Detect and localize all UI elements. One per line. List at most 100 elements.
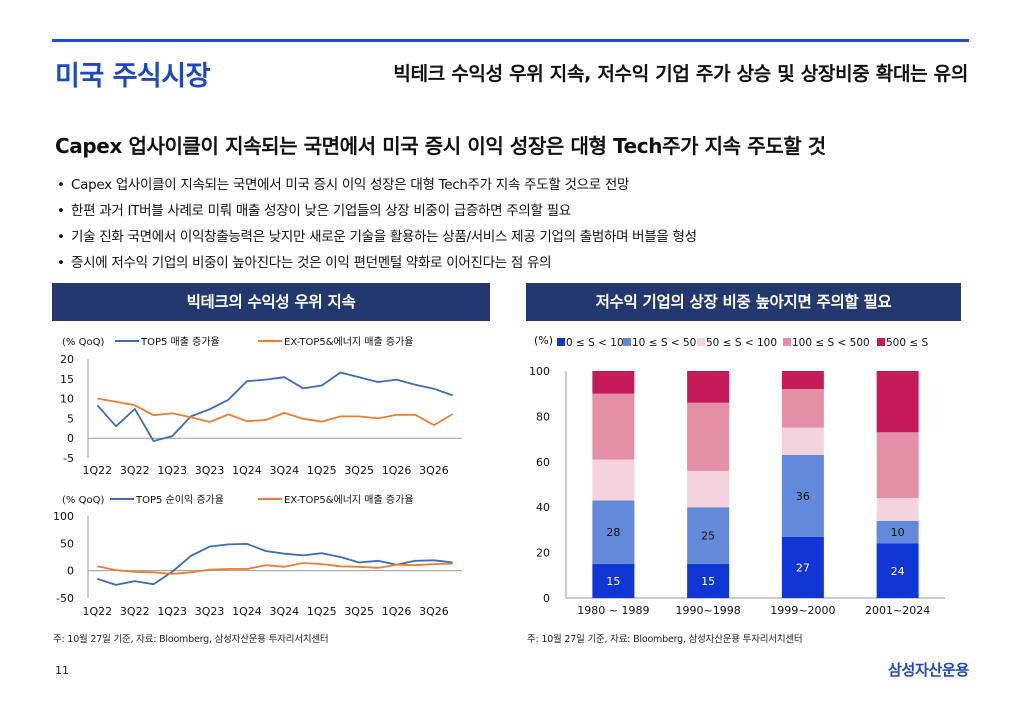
unit-label: (% QoQ)	[62, 337, 104, 348]
y-tick-label: 15	[60, 373, 74, 386]
data-label: 28	[606, 526, 620, 539]
bar-segment	[781, 371, 824, 390]
bar-segment	[687, 563, 730, 598]
x-tick-label: 1Q26	[382, 605, 412, 618]
x-tick-label: 1Q24	[232, 605, 262, 618]
x-tick-label: 1Q23	[157, 605, 187, 618]
unit-label: (% QoQ)	[62, 495, 104, 506]
y-tick-label: 10	[60, 393, 74, 406]
x-tick-label: 1Q22	[83, 605, 113, 618]
y-tick-label: 80	[536, 410, 550, 423]
legend-label: TOP5 매출 증가율	[140, 336, 220, 348]
y-tick-label: 0	[67, 432, 74, 445]
data-label: 36	[796, 490, 810, 503]
unit-label: (%)	[534, 334, 553, 347]
page-title: 미국 주식시장	[55, 61, 210, 92]
y-tick-label: 20	[536, 547, 550, 560]
y-tick-label: -50	[56, 592, 74, 605]
left-panel-title: 빅테크의 수익성 우위 지속	[52, 283, 490, 321]
bar-segment	[687, 507, 730, 564]
bar-segment	[781, 389, 824, 428]
right-source-note: 주: 10월 27일 기준, 자료: Bloomberg, 삼성자산운용 투자리…	[527, 634, 803, 645]
x-tick-label: 1Q22	[83, 464, 113, 477]
bar-segment	[876, 520, 919, 544]
x-tick-label: 3Q24	[270, 464, 300, 477]
bullet-item: • 기술 진화 국면에서 이익창출능력은 낮지만 새로운 기술을 활용하는 상품/…	[57, 229, 697, 245]
legend-label: 0 ≤ S < 10	[566, 337, 624, 349]
bar-segment	[876, 432, 919, 499]
data-label: 10	[891, 526, 905, 539]
series-line	[96, 371, 453, 442]
x-tick-label: 1990~1998	[676, 604, 741, 617]
y-tick-label: 0	[67, 565, 74, 578]
bar-segment	[876, 543, 919, 598]
x-tick-label: 3Q22	[120, 605, 150, 618]
legend-label: 500 ≤ S	[886, 337, 929, 349]
data-label: 24	[891, 565, 905, 578]
left-source-note: 주: 10월 27일 기준, 자료: Bloomberg, 삼성자산운용 투자리…	[53, 634, 329, 645]
bar-segment	[781, 536, 824, 598]
y-tick-label: 40	[536, 501, 550, 514]
x-tick-label: 3Q22	[120, 464, 150, 477]
bar-segment	[876, 498, 919, 521]
legend-label: 100 ≤ S < 500	[792, 337, 870, 349]
bar-segment	[687, 371, 730, 403]
y-tick-label: 50	[60, 537, 74, 550]
x-tick-label: 3Q25	[344, 605, 374, 618]
series-line	[97, 543, 453, 586]
legend-swatch	[697, 338, 705, 346]
y-tick-label: 100	[529, 365, 550, 378]
legend-label: EX-TOP5&에너지 매출 증가율	[284, 494, 414, 506]
data-label: 15	[606, 575, 620, 588]
header-rule	[52, 39, 969, 42]
bar-segment	[876, 371, 919, 433]
legend-label: 10 ≤ S < 50	[632, 337, 696, 349]
data-label: 25	[701, 530, 715, 543]
x-tick-label: 3Q26	[419, 605, 449, 618]
x-tick-label: 1Q23	[157, 464, 187, 477]
revenue-growth-line-chart: (% QoQ) 20 15 10 5 0 -5 1Q22 3Q22 1Q23 3Q23 1Q24 3Q2…	[60, 336, 462, 477]
x-tick-label: 3Q24	[270, 605, 300, 618]
bullet-list: • Capex 업사이클이 지속되는 국면에서 미국 증시 이익 성장은 대형 T…	[57, 172, 697, 276]
listing-share-stacked-bar-chart: (%) 0 ≤ S < 10 10 ≤ S < 50 50 ≤ S < 100 100 …	[529, 334, 945, 617]
x-tick-label: 3Q25	[344, 464, 374, 477]
legend-swatch	[783, 338, 791, 346]
legend-label: 50 ≤ S < 100	[706, 337, 777, 349]
y-tick-label: 60	[536, 456, 550, 469]
headline: Capex 업사이클이 지속되는 국면에서 미국 증시 이익 성장은 대형 Te…	[55, 134, 826, 158]
legend-swatch	[557, 338, 565, 346]
legend-label: TOP5 순이익 증가율	[135, 494, 224, 506]
right-panel-title: 저수익 기업의 상장 비중 높아지면 주의할 필요	[526, 283, 961, 321]
x-tick-label: 1980 ~ 1989	[577, 604, 649, 617]
bar-segment	[592, 563, 635, 598]
y-tick-label: 100	[53, 510, 74, 523]
bar-segment	[781, 454, 824, 537]
x-tick-label: 3Q23	[195, 605, 225, 618]
data-label: 15	[701, 575, 715, 588]
bar-segment	[592, 459, 635, 501]
x-tick-label: 1Q25	[307, 605, 337, 618]
bullet-item: • 한편 과거 IT버블 사례로 미뤄 매출 성장이 낮은 기업들의 상장 비중이…	[57, 203, 571, 219]
bar-segment	[687, 470, 730, 508]
y-tick-label: 5	[67, 412, 74, 425]
page-number: 11	[55, 664, 69, 677]
y-tick-label: -5	[63, 452, 74, 465]
series-line	[97, 562, 453, 575]
x-tick-label: 1Q25	[307, 464, 337, 477]
bar-segment	[687, 402, 730, 471]
x-tick-label: 3Q23	[195, 464, 225, 477]
legend-label: EX-TOP5&에너지 매출 증가율	[284, 336, 414, 348]
brand-logo-text: 삼성자산운용	[887, 661, 969, 679]
net-income-growth-line-chart: (% QoQ) 100 50 0 -50 1Q22 3Q22 1Q23 3Q23 1Q24 3Q24…	[53, 494, 462, 618]
data-label: 27	[796, 561, 810, 574]
bar-segment	[592, 500, 635, 564]
x-tick-label: 2001~2024	[865, 604, 930, 617]
x-tick-label: 3Q26	[419, 464, 449, 477]
series-line	[97, 397, 454, 426]
x-tick-label: 1999~2000	[770, 604, 835, 617]
bar-segment	[592, 371, 635, 394]
bar-segment	[781, 427, 824, 455]
bar-segment	[592, 393, 635, 460]
y-tick-label: 0	[543, 592, 550, 605]
bullet-item: • 증시에 저수익 기업의 비중이 높아진다는 것은 이익 편던멘털 약화로 이어…	[57, 255, 552, 271]
